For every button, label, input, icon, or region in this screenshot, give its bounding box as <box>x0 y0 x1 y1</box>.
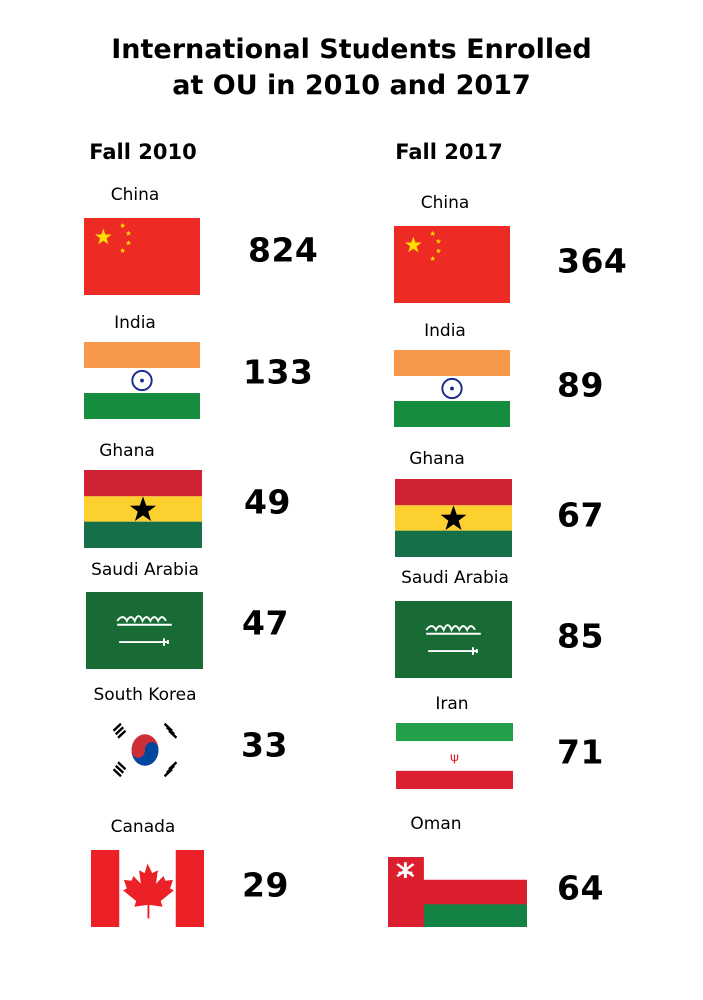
china-flag-icon <box>84 218 200 295</box>
country-label: South Korea <box>93 685 197 705</box>
country-label: Canada <box>110 817 176 837</box>
student-count: 85 <box>557 616 604 656</box>
country-label: India <box>424 321 466 341</box>
student-count: 64 <box>557 868 604 908</box>
canada-flag-icon <box>91 850 204 927</box>
country-label: Oman <box>410 814 462 834</box>
saudi-arabia-flag-icon <box>86 592 203 669</box>
country-label: Ghana <box>99 441 155 461</box>
student-count: 71 <box>557 732 604 772</box>
infographic-title: International Students Enrolled at OU in… <box>0 32 703 104</box>
china-flag-icon <box>394 226 510 303</box>
country-label: India <box>114 313 156 333</box>
country-label: China <box>420 193 470 213</box>
student-count: 133 <box>243 352 314 392</box>
india-flag-icon <box>394 350 510 427</box>
oman-flag-icon <box>388 857 527 927</box>
student-count: 49 <box>244 482 291 522</box>
south-korea-flag-icon <box>100 715 190 785</box>
student-count: 47 <box>242 603 289 643</box>
student-count: 33 <box>241 725 288 765</box>
country-label: Saudi Arabia <box>91 560 199 580</box>
svg-text:ψ: ψ <box>450 750 459 764</box>
title-line-2: at OU in 2010 and 2017 <box>172 70 531 101</box>
saudi-arabia-flag-icon <box>395 601 512 678</box>
column-heading-2010: Fall 2010 <box>89 140 197 164</box>
student-count: 67 <box>557 495 604 535</box>
title-line-1: International Students Enrolled <box>111 34 592 65</box>
student-count: 364 <box>557 241 628 281</box>
country-label: Ghana <box>409 449 465 469</box>
country-label: Iran <box>435 694 469 714</box>
ghana-flag-icon <box>84 470 202 548</box>
student-count: 824 <box>248 230 319 270</box>
india-flag-icon <box>84 342 200 419</box>
student-count: 89 <box>557 365 604 405</box>
column-heading-2017: Fall 2017 <box>395 140 503 164</box>
country-label: China <box>110 185 160 205</box>
iran-flag-icon: ψ <box>396 723 513 789</box>
country-label: Saudi Arabia <box>401 568 509 588</box>
ghana-flag-icon <box>395 479 512 557</box>
student-count: 29 <box>242 865 289 905</box>
